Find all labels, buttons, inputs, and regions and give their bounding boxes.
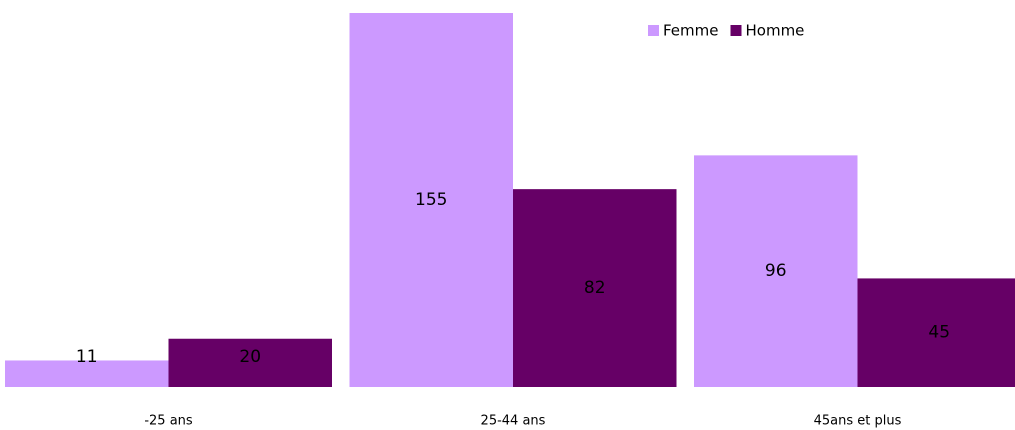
bar [694, 155, 858, 387]
value-label: 11 [76, 347, 98, 367]
value-label: 82 [584, 278, 606, 298]
legend-label: Femme [663, 22, 719, 40]
bar [168, 338, 332, 387]
legend-label: Homme [746, 22, 805, 40]
bar [513, 189, 677, 387]
bar [5, 360, 169, 387]
bar [857, 278, 1015, 387]
bar [349, 13, 513, 387]
value-label: 155 [415, 190, 447, 210]
x-tick-label: 45ans et plus [814, 414, 902, 429]
x-tick-label: -25 ans [144, 414, 193, 429]
legend-swatch [648, 25, 659, 36]
value-label: 96 [765, 261, 787, 281]
legend-swatch [730, 25, 742, 36]
value-label: 45 [928, 323, 950, 343]
x-tick-label: 25-44 ans [481, 414, 546, 429]
value-label: 20 [239, 347, 261, 367]
